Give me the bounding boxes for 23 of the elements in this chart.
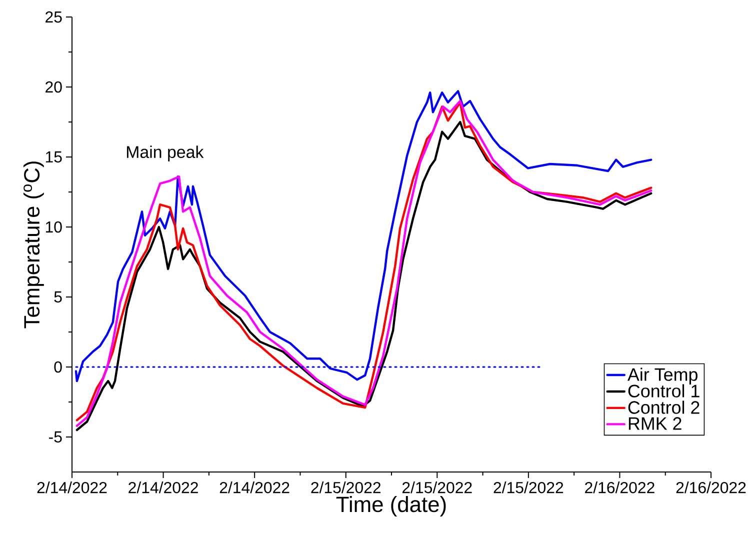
x-tick-label: 2/16/2022 <box>585 482 654 494</box>
x-tick-label: 2/15/2022 <box>311 482 381 494</box>
x-tick-label: 2/14/2022 <box>220 482 290 494</box>
legend-label: Control 1 <box>628 384 700 398</box>
annotation: Main peak <box>126 146 204 162</box>
x-axis-title: Time (date) <box>336 496 446 516</box>
y-tick-label: -5 <box>49 431 62 443</box>
x-tick-label: 2/14/2022 <box>37 482 107 494</box>
y-tick-label: 20 <box>46 81 62 93</box>
x-tick-label: 2/14/2022 <box>128 482 198 494</box>
legend-label: Air Temp <box>627 368 698 384</box>
legend-label: RMK 2 <box>628 417 682 430</box>
x-tick-label: 2/15/2022 <box>402 482 472 494</box>
y-tick-label: 0 <box>54 361 62 373</box>
legend-label: Control 2 <box>628 400 700 414</box>
y-tick-label: 10 <box>46 221 62 233</box>
x-tick-label: 2/15/2022 <box>494 482 564 494</box>
y-tick-label: 15 <box>46 151 62 163</box>
x-tick-label: 2/16/2022 <box>676 482 746 494</box>
y-tick-label: 25 <box>46 11 62 23</box>
y-tick-label: 5 <box>54 291 62 303</box>
line-series <box>74 90 652 382</box>
y-axis-title: Temperature ($^{o}$C) <box>23 162 44 328</box>
